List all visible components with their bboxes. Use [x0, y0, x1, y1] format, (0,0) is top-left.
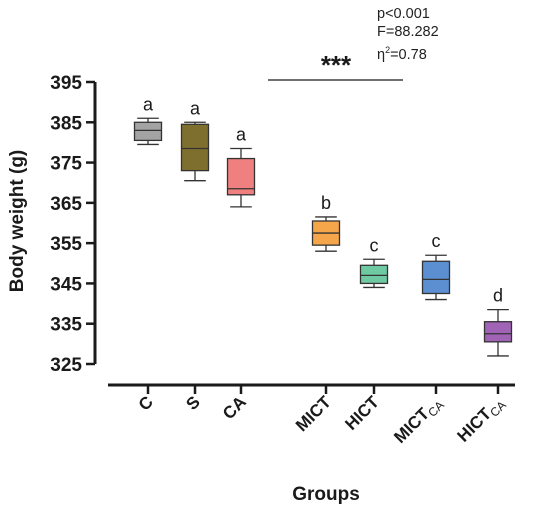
- p-value: p<0.001: [377, 6, 430, 22]
- group-letter: a: [190, 98, 201, 118]
- y-tick-label: 335: [50, 315, 82, 336]
- box: [421, 260, 451, 295]
- group-letter: d: [493, 286, 503, 306]
- x-tick-label: CA: [219, 392, 250, 423]
- group-letter: b: [321, 193, 331, 213]
- x-tick-label: MICT: [292, 392, 335, 435]
- x-axis-label: Groups: [292, 484, 360, 505]
- box: [180, 123, 210, 172]
- group-letter: c: [370, 235, 379, 255]
- y-tick-label: 325: [50, 355, 82, 376]
- significance-stars: ***: [321, 50, 352, 80]
- x-tick-label: C: [135, 392, 157, 414]
- group-letter: a: [236, 124, 247, 144]
- y-axis-label: Body weight (g): [7, 150, 28, 292]
- y-tick-label: 375: [50, 154, 82, 175]
- group-letter: a: [143, 94, 154, 114]
- box: [483, 321, 513, 343]
- eta-squared: η2=0.78: [377, 45, 427, 63]
- box: [359, 264, 389, 285]
- y-tick-label: 365: [50, 194, 82, 215]
- box: [133, 121, 163, 142]
- y-tick-label: 345: [50, 274, 82, 295]
- f-value: F=88.282: [377, 24, 439, 40]
- x-tick-label: HICT: [341, 392, 383, 434]
- y-tick-label: 385: [50, 113, 82, 134]
- y-tick-label: 395: [50, 73, 82, 94]
- x-tick-label: S: [182, 392, 203, 413]
- x-tick-label: HICTCA: [454, 392, 509, 447]
- x-tick-label: MICTCA: [390, 392, 447, 449]
- y-tick-label: 355: [50, 234, 82, 255]
- group-letter: c: [432, 231, 441, 251]
- stats-annotation: p<0.001 F=88.282 η2=0.78: [377, 5, 439, 64]
